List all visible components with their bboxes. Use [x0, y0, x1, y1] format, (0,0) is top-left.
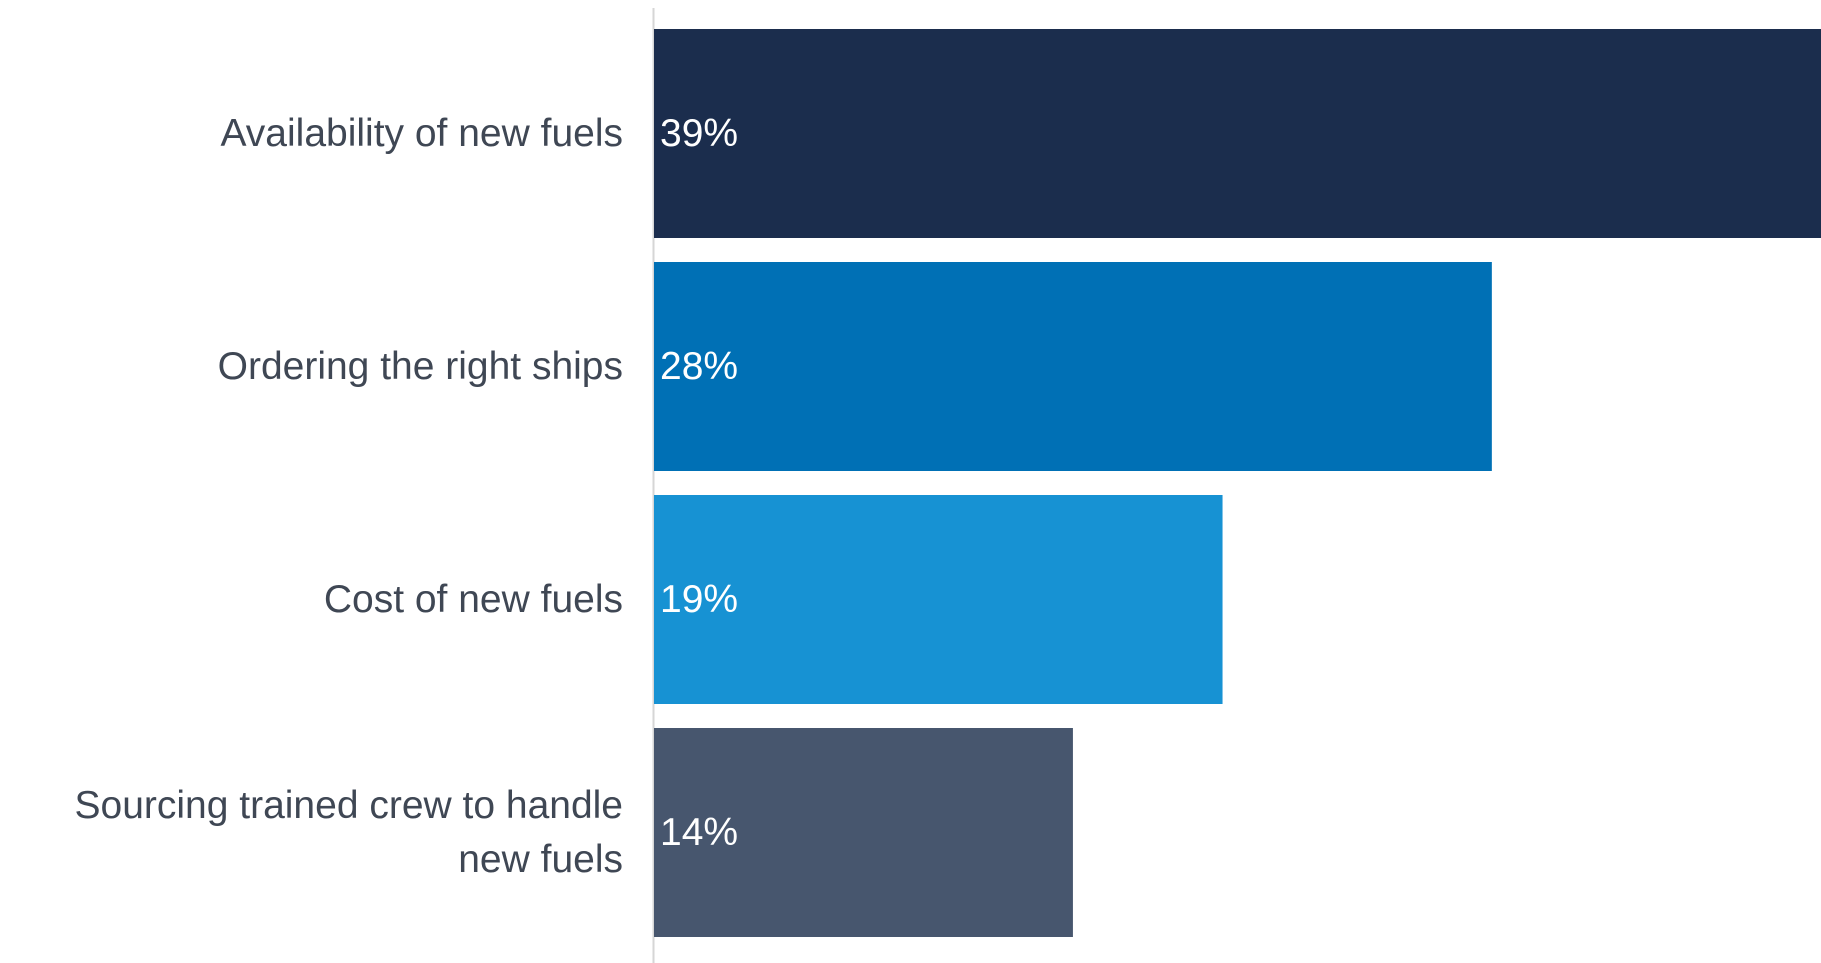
bars-layer: 39% 28% 19% 14%	[654, 29, 1821, 937]
bar	[654, 29, 1821, 238]
bar-value-label: 14%	[660, 811, 738, 854]
category-label: Availability of new fuels	[220, 111, 624, 155]
category-label: Sourcing trained crew to handle new fuel…	[74, 783, 624, 881]
bar-value-label: 19%	[660, 578, 738, 621]
bar	[654, 262, 1492, 471]
bar	[654, 728, 1073, 937]
bar-value-label: 28%	[660, 345, 738, 388]
bar-value-label: 39%	[660, 112, 738, 155]
category-label: Cost of new fuels	[323, 577, 623, 621]
category-label: Ordering the right ships	[217, 344, 623, 388]
bar	[654, 495, 1223, 704]
